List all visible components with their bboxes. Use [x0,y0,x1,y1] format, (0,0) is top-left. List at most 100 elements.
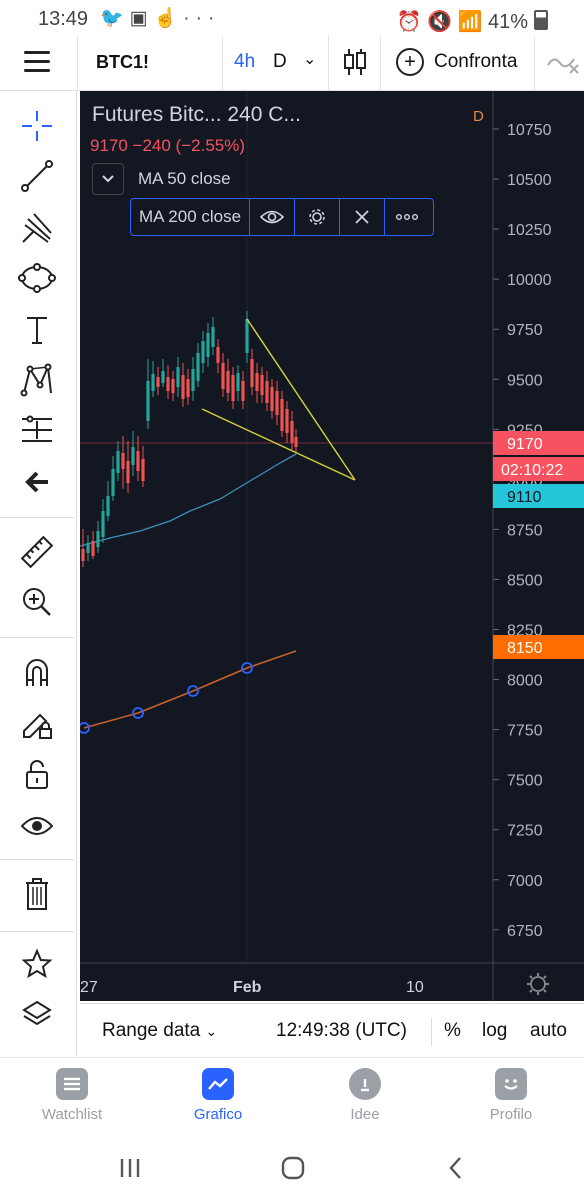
legend-price: 9170 −240 (−2.55%) [90,136,246,155]
more-dots-icon: ··· [183,8,221,29]
price-tick-label: 10750 [507,122,552,139]
nav-profilo[interactable]: Profilo [456,1068,566,1123]
data-source-badge: D [473,108,484,125]
ma50-price-label: 9110 [507,489,542,506]
magnet-icon[interactable] [16,651,58,693]
menu-icon[interactable] [24,51,50,78]
candle-body [136,451,140,471]
pattern-icon[interactable] [16,359,58,401]
ma50-legend[interactable]: MA 50 close [92,163,231,195]
home-icon[interactable] [281,1156,305,1185]
triangle-drawing[interactable] [201,318,356,481]
candles-chart-icon[interactable] [343,47,367,82]
time-label-27: 27 [80,979,98,996]
legend-title[interactable]: Futures Bitc... 240 C... [92,103,301,126]
candle-body [121,453,125,469]
trend-line-icon[interactable] [16,155,58,197]
layers-icon[interactable] [16,993,58,1035]
price-tick-label: 6750 [507,923,543,940]
ellipse-icon[interactable] [16,257,58,299]
text-icon[interactable] [16,309,58,351]
price-tick-label: 7000 [507,873,543,890]
price-tick-label: 7250 [507,823,543,840]
gear-icon[interactable] [295,199,341,235]
candle-body [171,379,175,393]
close-icon[interactable] [340,199,386,235]
more-options-icon[interactable] [385,199,429,235]
candle-body [116,451,120,473]
eye-icon[interactable] [250,199,296,235]
status-right: ⏰ 🔇 📶 41% [397,8,548,34]
date-range-button[interactable]: Range data ⌄ [102,1020,217,1042]
hand-icon: ☝ [153,8,184,29]
candle-body [101,511,105,537]
list-icon [56,1068,88,1100]
pitchfork-icon[interactable] [16,207,58,249]
measure-levels-icon[interactable] [16,409,58,451]
candle-body [86,543,90,553]
back-icon[interactable] [448,1156,464,1185]
nav-idee[interactable]: Idee [310,1068,420,1123]
indicator-icon[interactable] [546,51,580,80]
star-icon[interactable] [16,943,58,985]
signal-icon: 📶 [457,11,483,33]
nav-grafico-label: Grafico [193,1106,243,1123]
ma200-label: MA 200 close [131,199,251,235]
price-tick-label: 9500 [507,372,543,389]
clock-time[interactable]: 12:49:38 (UTC) [276,1020,407,1041]
crosshair-icon[interactable] [16,105,58,147]
symbol-button[interactable]: BTC1! [96,52,149,72]
recent-apps-icon[interactable] [118,1157,142,1184]
eye-icon[interactable] [16,805,58,847]
image-icon: ▣ [129,8,154,29]
interval-4h[interactable]: 4h [234,51,256,72]
ma200-anchor-point[interactable] [132,707,144,719]
ma200-legend[interactable]: MA 200 close [130,198,434,236]
ma200-anchor-point[interactable] [187,685,199,697]
candle-body [285,409,289,433]
candle-body [141,459,145,481]
price-tick-label: 7500 [507,773,543,790]
last-price-label: 9170 [507,436,543,453]
candle-body [294,437,298,447]
compare-button[interactable]: + Confronta [396,46,517,78]
log-toggle[interactable]: log [482,1020,508,1041]
trash-icon[interactable] [16,873,58,915]
system-navigation [0,1137,584,1200]
lock-drawing-icon[interactable] [16,703,58,745]
top-toolbar: BTC1! 4h D ⌄ + Confronta [0,36,584,91]
candle-body [216,347,220,363]
candle-body [166,377,170,391]
unlock-icon[interactable] [16,753,58,795]
nav-grafico[interactable]: Grafico [163,1068,273,1123]
interval-d[interactable]: D [273,51,287,72]
price-tick-label: 7750 [507,723,543,740]
ruler-icon[interactable] [16,531,58,573]
back-arrow-icon[interactable] [16,461,58,503]
percent-toggle[interactable]: % [444,1020,461,1041]
price-chart[interactable]: 1075010500102501000097509500925090008750… [80,91,584,1001]
candle-body [96,531,100,547]
candle-body [236,373,240,391]
candle-body [260,375,264,395]
chevron-down-icon[interactable]: ⌄ [303,51,317,68]
nav-watchlist[interactable]: Watchlist [17,1068,127,1123]
chart-settings-icon[interactable] [527,973,549,995]
zoom-in-icon[interactable] [16,581,58,623]
ma200-anchor-point[interactable] [80,722,90,734]
candle-body [156,377,160,387]
nav-idee-label: Idee [350,1106,380,1123]
range-bar: Range data ⌄ 12:49:38 (UTC) % log auto [80,1003,584,1058]
drawing-toolbar [0,91,77,1056]
candle-body [196,353,200,381]
candle-body [245,319,249,353]
chevron-down-icon[interactable] [92,163,124,195]
candle-body [265,381,269,403]
ma200-anchor-point[interactable] [241,662,253,674]
time-label-feb: Feb [233,979,262,996]
auto-toggle[interactable]: auto [530,1020,567,1041]
notification-icons: 🐦▣☝··· [100,6,220,30]
price-tick-label: 9750 [507,322,543,339]
candle-body [191,369,195,391]
status-time: 13:49 [38,8,89,30]
